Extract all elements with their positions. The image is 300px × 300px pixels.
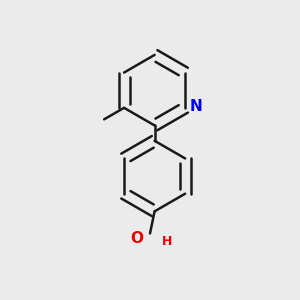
Text: N: N — [189, 99, 202, 114]
Text: O: O — [130, 230, 143, 245]
Text: H: H — [162, 235, 172, 248]
